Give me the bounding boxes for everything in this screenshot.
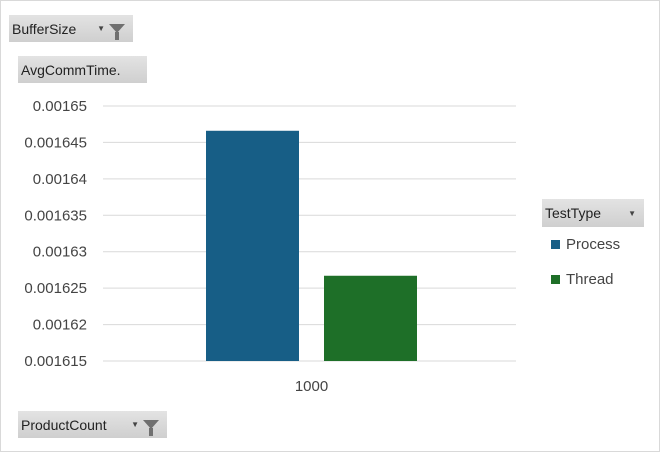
x-tick-label: 1000 — [295, 378, 328, 395]
y-tick-label: 0.00163 — [33, 244, 87, 261]
legend-item-thread[interactable]: Thread — [551, 271, 614, 288]
testtype-label: TestType — [545, 205, 602, 221]
caret-down-icon: ▼ — [97, 24, 105, 33]
funnel-icon — [109, 24, 125, 40]
y-tick-label: 0.001645 — [24, 134, 87, 151]
buffersize-filter-button[interactable]: BufferSize ▼ — [9, 15, 133, 42]
legend-label: Thread — [566, 271, 614, 288]
caret-down-icon: ▼ — [131, 420, 139, 429]
y-tick-label: 0.00164 — [33, 171, 87, 188]
buffersize-label: BufferSize — [12, 20, 77, 37]
avgcommtime-field-button[interactable]: AvgCommTime. — [18, 56, 147, 83]
y-tick-label: 0.001635 — [24, 207, 87, 224]
bar-process — [206, 130, 299, 361]
y-tick-label: 0.00165 — [33, 98, 87, 115]
legend-swatch — [551, 275, 560, 284]
y-tick-label: 0.001625 — [24, 280, 87, 297]
productcount-label: ProductCount — [21, 416, 107, 433]
y-tick-label: 0.00162 — [33, 317, 87, 334]
legend-item-process[interactable]: Process — [551, 236, 620, 253]
bar-thread — [324, 275, 417, 361]
funnel-icon — [143, 420, 159, 436]
legend-swatch — [551, 240, 560, 249]
productcount-filter-button[interactable]: ProductCount ▼ — [18, 411, 167, 438]
caret-down-icon: ▼ — [628, 208, 636, 218]
y-tick-label: 0.001615 — [24, 353, 87, 370]
testtype-filter-button[interactable]: TestType ▼ — [542, 199, 644, 227]
avgcommtime-label: AvgCommTime. — [21, 61, 121, 78]
legend-label: Process — [566, 236, 621, 253]
